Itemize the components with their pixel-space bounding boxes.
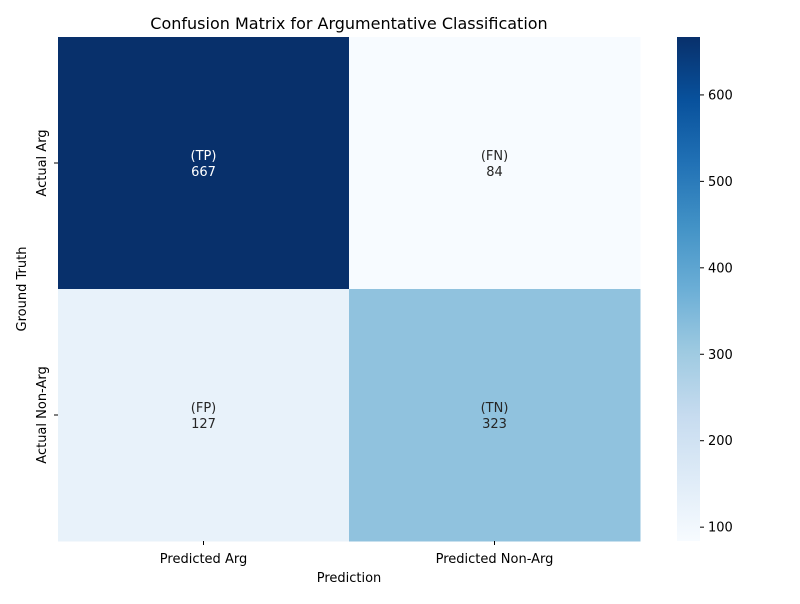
colorbar-tick-label: 300 bbox=[708, 348, 733, 363]
colorbar-tick-label: 600 bbox=[708, 88, 733, 103]
cell-value-label: 667 bbox=[191, 165, 216, 180]
cell-value-label: 84 bbox=[486, 165, 503, 180]
x-tick-label: Predicted Arg bbox=[160, 552, 247, 567]
x-axis-ticks: Predicted Arg Predicted Non-Arg bbox=[160, 541, 554, 567]
colorbar bbox=[677, 37, 700, 541]
colorbar-tick-label: 200 bbox=[708, 434, 733, 449]
colorbar-tick-label: 400 bbox=[708, 261, 733, 276]
heatmap-cell bbox=[58, 289, 350, 542]
colorbar-ticks: 100 200 300 400 500 600 bbox=[700, 88, 733, 536]
cell-value-label: 127 bbox=[191, 417, 216, 432]
y-tick-label: Actual Arg bbox=[35, 129, 50, 196]
heatmap-cell bbox=[349, 37, 641, 290]
heatmap-cells bbox=[58, 37, 641, 542]
heatmap-cell-labels: (TP)667 (FN)84 (FP)127 (TN)323 bbox=[191, 149, 509, 432]
cell-value-label: 323 bbox=[482, 417, 507, 432]
cell-tag-label: (TN) bbox=[481, 401, 509, 416]
x-axis-label: Prediction bbox=[317, 571, 382, 586]
heatmap-cell bbox=[58, 37, 350, 290]
chart-title: Confusion Matrix for Argumentative Class… bbox=[150, 14, 547, 33]
cell-tag-label: (FN) bbox=[481, 149, 508, 164]
heatmap-cell bbox=[349, 289, 641, 542]
y-tick-label: Actual Non-Arg bbox=[35, 366, 50, 463]
colorbar-tick-label: 500 bbox=[708, 175, 733, 190]
y-axis-label: Ground Truth bbox=[15, 247, 30, 332]
cell-tag-label: (FP) bbox=[191, 401, 216, 416]
colorbar-tick-label: 100 bbox=[708, 521, 733, 536]
x-tick-label: Predicted Non-Arg bbox=[436, 552, 554, 567]
y-axis-ticks: Actual Arg Actual Non-Arg bbox=[35, 129, 58, 464]
cell-tag-label: (TP) bbox=[191, 149, 217, 164]
